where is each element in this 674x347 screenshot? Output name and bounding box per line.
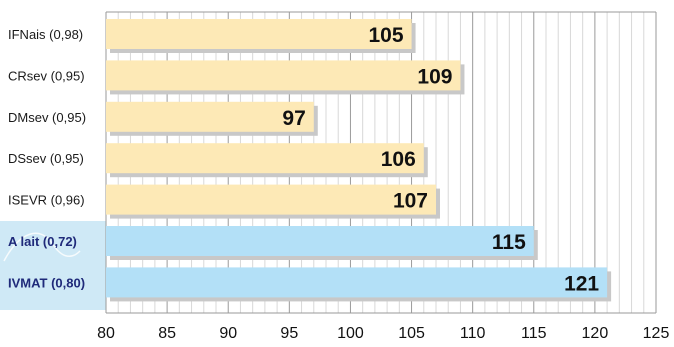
bar-2 — [106, 60, 461, 91]
x-tick-label: 100 — [337, 325, 364, 342]
bar-4 — [106, 143, 424, 174]
bar-1 — [106, 19, 412, 49]
x-tick-label: 80 — [97, 325, 115, 342]
band-decoration — [3, 232, 81, 262]
category-label: IFNais (0,98) — [8, 27, 83, 42]
x-tick-label: 95 — [280, 325, 298, 342]
x-tick-label: 85 — [158, 325, 176, 342]
x-tick-label: 105 — [398, 325, 425, 342]
value-label: 115 — [492, 231, 526, 254]
x-tick-label: 115 — [521, 325, 547, 342]
category-label: DSsev (0,95) — [8, 151, 84, 166]
category-label: CRsev (0,95) — [8, 68, 85, 83]
category-label: A lait (0,72) — [8, 234, 77, 249]
x-tick-label: 110 — [460, 325, 486, 342]
bar-7 — [106, 267, 608, 298]
category-label: ISEVR (0,96) — [8, 193, 85, 208]
value-label: 97 — [282, 107, 305, 130]
category-label: DMsev (0,95) — [8, 110, 86, 125]
x-tick-label: 125 — [643, 325, 670, 342]
x-tick-label: 120 — [582, 325, 609, 342]
value-label: 105 — [369, 24, 404, 47]
label-highlight-band — [0, 221, 106, 310]
value-label: 109 — [417, 65, 452, 88]
bar-5 — [106, 184, 436, 215]
category-label: IVMAT (0,80) — [8, 275, 85, 290]
value-label: 107 — [393, 190, 428, 213]
value-label: 121 — [564, 272, 599, 295]
value-label: 106 — [381, 148, 416, 171]
bar-3 — [106, 101, 314, 132]
bar-6 — [106, 226, 534, 256]
x-tick-label: 90 — [219, 325, 237, 342]
